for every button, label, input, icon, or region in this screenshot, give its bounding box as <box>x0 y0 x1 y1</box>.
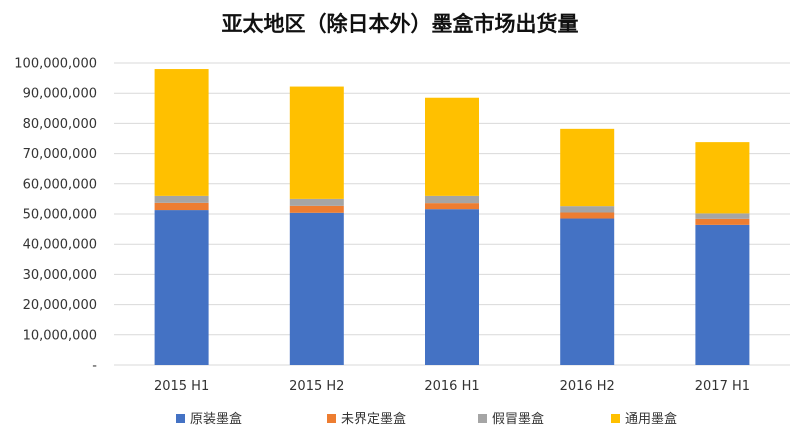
x-tick-label: 2016 H2 <box>560 379 615 394</box>
y-tick-label: 80,000,000 <box>23 117 97 132</box>
bar-segment-3-1 <box>560 212 615 219</box>
bar-segment-3-2 <box>560 206 615 213</box>
bar-segment-4-2 <box>695 213 750 219</box>
bar-segment-1-1 <box>289 205 344 213</box>
legend-swatch <box>176 414 185 423</box>
x-axis-ticks: 2015 H1 2015 H2 2016 H1 2016 H2 2017 H1 <box>154 379 750 394</box>
bar-segment-0-2 <box>154 195 209 203</box>
bar-segment-3-0 <box>560 218 615 365</box>
bar-segment-4-0 <box>695 224 750 365</box>
bars <box>154 69 750 365</box>
y-tick-label: 60,000,000 <box>23 177 97 192</box>
x-tick-label: 2017 H1 <box>695 379 750 394</box>
y-tick-label: 100,000,000 <box>14 57 97 72</box>
y-tick-label: - <box>92 359 97 374</box>
bar-segment-2-2 <box>425 195 479 204</box>
legend: 原装墨盒 未界定墨盒 假冒墨盒 通用墨盒 <box>176 411 677 427</box>
bar-segment-1-3 <box>289 86 344 199</box>
legend-swatch <box>478 414 487 423</box>
bar-segment-0-3 <box>154 69 209 196</box>
y-tick-label: 20,000,000 <box>23 298 97 313</box>
legend-label: 未界定墨盒 <box>341 411 406 427</box>
bar-segment-2-3 <box>425 97 479 196</box>
y-axis-ticks: - 10,000,000 20,000,000 30,000,000 40,000,00… <box>14 57 97 374</box>
bar-segment-2-1 <box>425 203 479 210</box>
y-tick-label: 90,000,000 <box>23 87 97 102</box>
bar-segment-3-3 <box>560 128 615 207</box>
y-tick-label: 50,000,000 <box>23 208 97 223</box>
chart-title: 亚太地区（除日本外）墨盒市场出货量 <box>222 12 579 36</box>
bar-segment-1-2 <box>289 198 344 206</box>
legend-label: 假冒墨盒 <box>492 411 544 427</box>
bar-segment-4-1 <box>695 218 750 225</box>
legend-swatch <box>611 414 620 423</box>
y-tick-label: 30,000,000 <box>23 268 97 283</box>
y-tick-label: 10,000,000 <box>23 328 97 343</box>
legend-swatch <box>327 414 336 423</box>
bar-segment-1-0 <box>289 212 344 365</box>
y-tick-label: 70,000,000 <box>23 147 97 162</box>
x-tick-label: 2016 H1 <box>424 379 479 394</box>
x-tick-label: 2015 H2 <box>289 379 344 394</box>
legend-label: 通用墨盒 <box>625 411 677 427</box>
x-tick-label: 2015 H1 <box>154 379 209 394</box>
bar-segment-4-3 <box>695 142 750 214</box>
bar-segment-0-1 <box>154 202 209 211</box>
bar-segment-0-0 <box>154 210 209 365</box>
legend-label: 原装墨盒 <box>190 411 242 427</box>
bar-segment-2-0 <box>425 209 479 365</box>
y-tick-label: 40,000,000 <box>23 238 97 253</box>
